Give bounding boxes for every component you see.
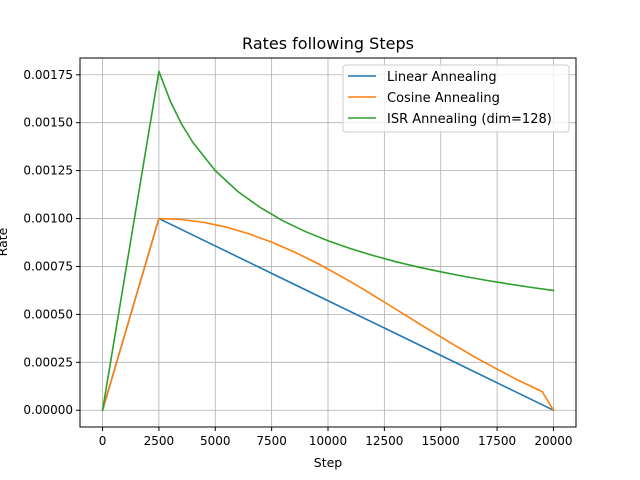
legend: Linear Annealing Cosine Annealing ISR Anne… xyxy=(342,64,570,133)
series-lines xyxy=(101,70,555,412)
x-tick-label: 12500 xyxy=(365,434,403,448)
x-tick-label: 2500 xyxy=(144,434,175,448)
legend-entry-3: ISR Annealing (dim=128) xyxy=(387,112,552,127)
y-tick-label: 0.00000 xyxy=(23,403,73,417)
x-axis-ticks: 0 2500 5000 7500 10000 12500 15000 17500 20000 xyxy=(99,427,573,448)
y-tick-label: 0.00075 xyxy=(23,259,73,273)
series-line-3 xyxy=(101,70,555,412)
series-line-1 xyxy=(101,217,555,412)
y-axis-ticks: 0.00000 0.00025 0.00050 0.00075 0.00100 0.001… xyxy=(23,68,80,417)
y-axis-label: Rate xyxy=(0,227,10,256)
x-tick-label: 7500 xyxy=(256,434,287,448)
x-tick-label: 10000 xyxy=(309,434,347,448)
y-tick-label: 0.00100 xyxy=(23,212,73,226)
x-tick-label: 20000 xyxy=(534,434,572,448)
legend-entry-1: Linear Annealing xyxy=(387,70,497,85)
y-tick-label: 0.00175 xyxy=(23,68,73,82)
y-tick-label: 0.00150 xyxy=(23,116,73,130)
x-tick-label: 0 xyxy=(99,434,107,448)
y-tick-label: 0.00050 xyxy=(23,307,73,321)
legend-entry-2: Cosine Annealing xyxy=(387,91,500,106)
series-line-2 xyxy=(101,217,555,412)
y-tick-label: 0.00125 xyxy=(23,164,73,178)
x-tick-label: 5000 xyxy=(200,434,231,448)
chart-title: Rates following Steps xyxy=(242,34,414,53)
x-tick-label: 17500 xyxy=(478,434,516,448)
x-axis-label: Step xyxy=(314,455,343,470)
y-tick-label: 0.00025 xyxy=(23,355,73,369)
legend-box xyxy=(342,64,570,133)
x-tick-label: 15000 xyxy=(422,434,460,448)
